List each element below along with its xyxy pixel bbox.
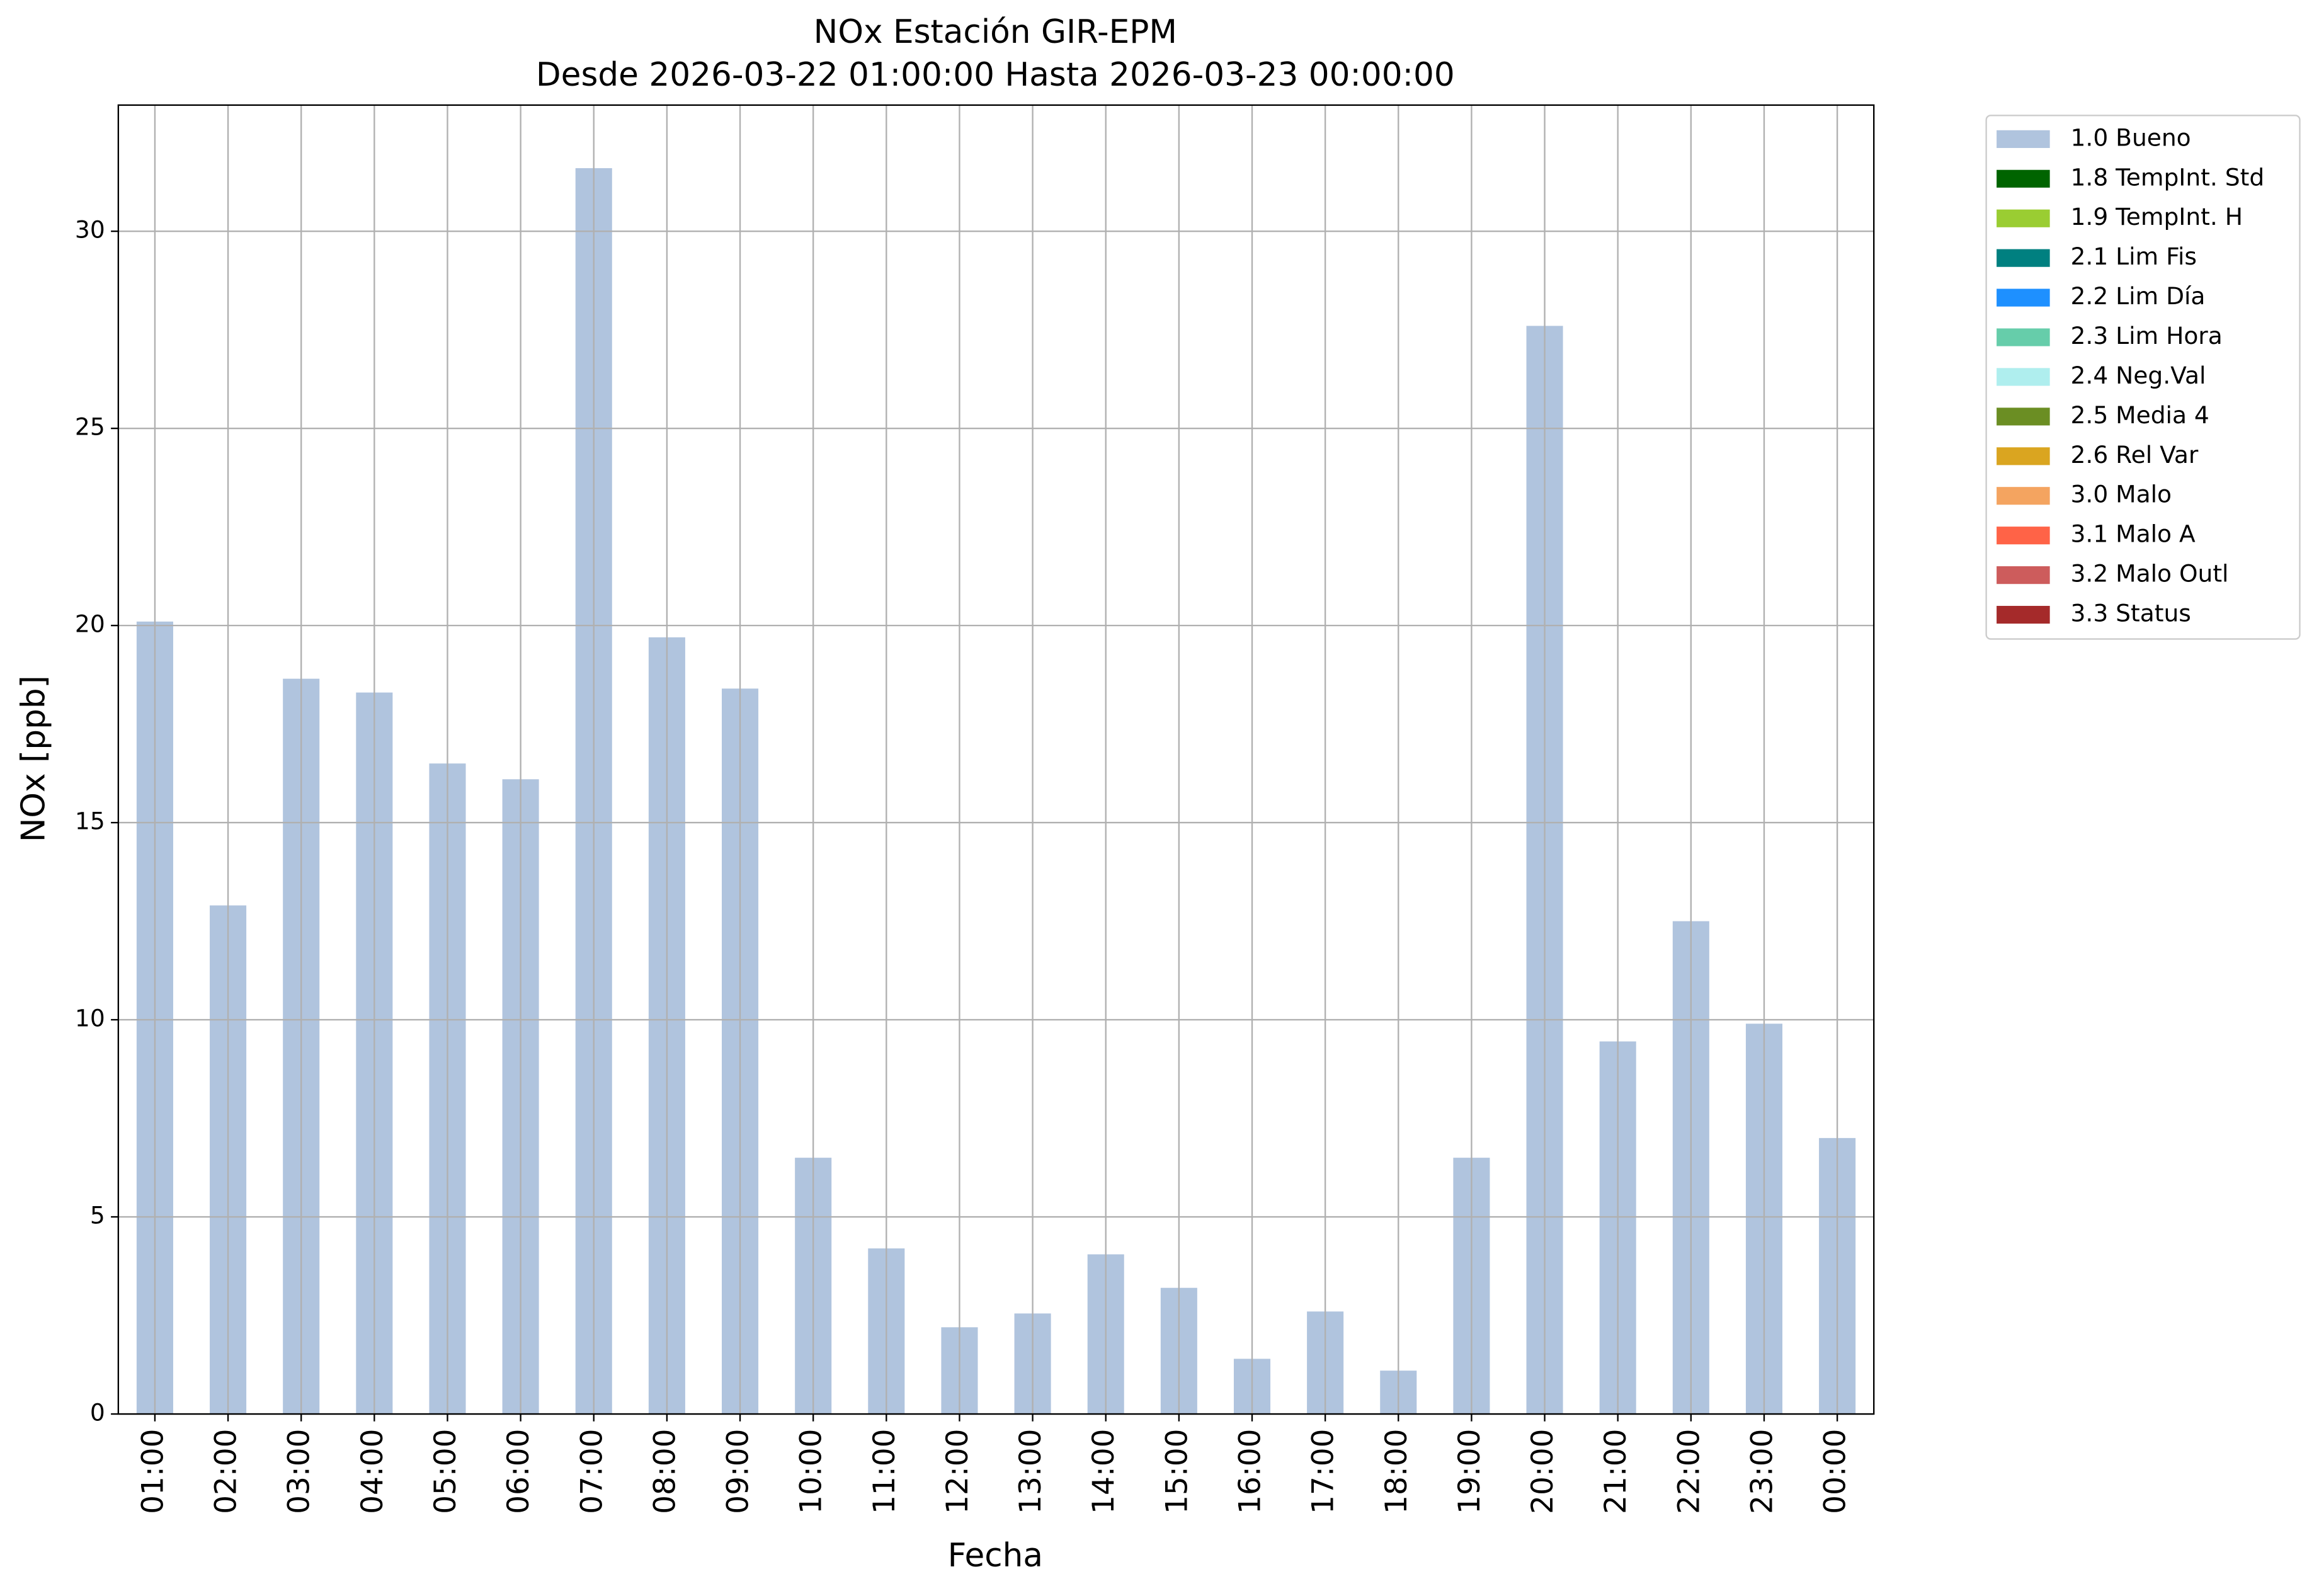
x-axis-label: Fecha (948, 1537, 1043, 1575)
legend-swatch (1997, 368, 2050, 386)
legend-swatch (1997, 527, 2050, 545)
x-tick-label: 15:00 (1160, 1429, 1194, 1514)
legend-swatch (1997, 566, 2050, 584)
x-tick-label: 06:00 (501, 1429, 536, 1514)
x-tick-label: 08:00 (647, 1429, 682, 1514)
legend-swatch (1997, 249, 2050, 267)
x-tick-label: 23:00 (1745, 1429, 1779, 1514)
x-tick-label: 16:00 (1233, 1429, 1268, 1514)
legend-label: 1.9 TempInt. H (2071, 203, 2243, 231)
x-tick-label: 02:00 (209, 1429, 244, 1514)
x-tick-label: 00:00 (1818, 1429, 1853, 1514)
legend-swatch (1997, 447, 2050, 465)
legend-label: 3.3 Status (2071, 600, 2191, 627)
legend-label: 2.2 Lim Día (2071, 282, 2206, 310)
y-tick-label: 20 (75, 610, 105, 638)
legend-label: 2.5 Media 4 (2071, 401, 2209, 429)
y-tick-label: 25 (75, 413, 105, 441)
legend-label: 2.6 Rel Var (2071, 441, 2199, 469)
x-tick-label: 22:00 (1672, 1429, 1706, 1514)
legend-box (1985, 115, 2301, 640)
legend-label: 2.1 Lim Fis (2071, 242, 2197, 270)
x-tick-label: 18:00 (1379, 1429, 1414, 1514)
legend-label: 3.1 Malo A (2071, 520, 2196, 548)
chart-subtitle: Desde 2026-03-22 01:00:00 Hasta 2026-03-… (536, 56, 1455, 94)
plot-frame (117, 104, 1875, 1415)
legend-label: 1.0 Bueno (2071, 123, 2191, 151)
x-tick-label: 07:00 (574, 1429, 609, 1514)
x-tick-label: 03:00 (282, 1429, 317, 1514)
legend-swatch (1997, 209, 2050, 227)
x-tick-label: 19:00 (1452, 1429, 1487, 1514)
y-tick-label: 5 (90, 1202, 105, 1229)
x-tick-label: 14:00 (1086, 1429, 1121, 1514)
legend-label: 1.8 TempInt. Std (2071, 163, 2265, 191)
legend-swatch (1997, 288, 2050, 307)
x-tick-label: 01:00 (135, 1429, 170, 1514)
legend-label: 3.2 Malo Outl (2071, 560, 2229, 588)
legend-swatch (1997, 408, 2050, 426)
y-tick-label: 10 (75, 1005, 105, 1032)
legend-label: 2.4 Neg.Val (2071, 362, 2206, 389)
legend-swatch (1997, 130, 2050, 148)
x-tick-label: 17:00 (1306, 1429, 1341, 1514)
x-tick-label: 13:00 (1013, 1429, 1048, 1514)
legend-swatch (1997, 605, 2050, 624)
chart-title: NOx Estación GIR-EPM (814, 13, 1177, 51)
legend-swatch (1997, 328, 2050, 346)
x-tick-label: 05:00 (428, 1429, 463, 1514)
y-tick-label: 30 (75, 216, 105, 244)
y-tick-label: 0 (90, 1399, 105, 1427)
legend-swatch (1997, 487, 2050, 505)
x-tick-label: 10:00 (794, 1429, 829, 1514)
x-tick-label: 12:00 (940, 1429, 975, 1514)
x-tick-label: 21:00 (1598, 1429, 1633, 1514)
x-tick-label: 20:00 (1525, 1429, 1560, 1514)
x-tick-label: 09:00 (721, 1429, 756, 1514)
legend-swatch (1997, 169, 2050, 188)
y-tick-label: 15 (75, 807, 105, 835)
x-tick-label: 04:00 (355, 1429, 390, 1514)
legend-label: 3.0 Malo (2071, 481, 2172, 508)
legend-label: 2.3 Lim Hora (2071, 322, 2223, 350)
y-axis-label: NOx [ppb] (14, 675, 52, 842)
x-tick-label: 11:00 (867, 1429, 902, 1514)
